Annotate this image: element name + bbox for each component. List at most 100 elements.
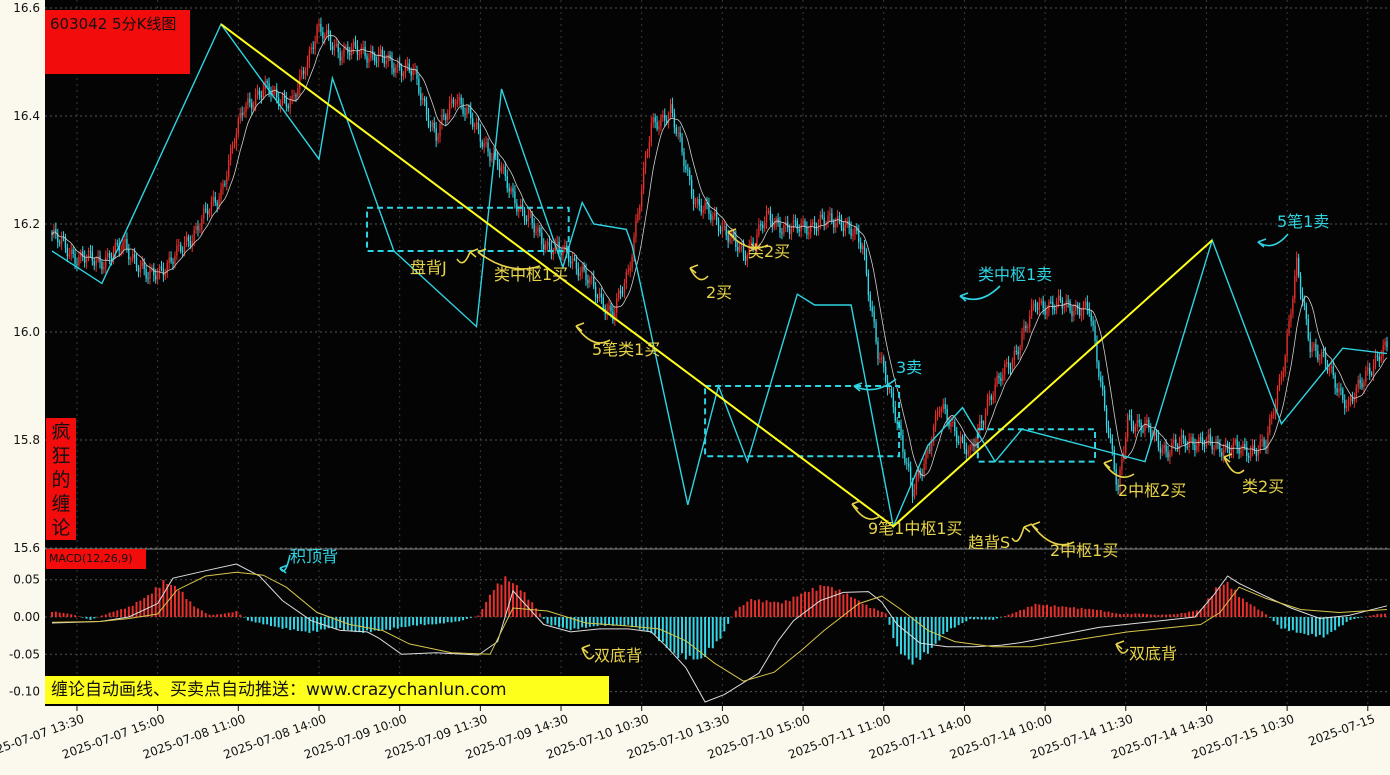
macd-bar: [504, 576, 507, 617]
macd-bar: [569, 617, 572, 631]
macd-bar: [946, 617, 949, 632]
candle-body: [975, 440, 977, 447]
candle-body: [840, 217, 843, 229]
candle-body: [1184, 438, 1186, 447]
macd-bar: [550, 617, 553, 626]
candle-body: [1138, 420, 1140, 423]
candle-body: [339, 52, 341, 61]
macd-bar: [262, 617, 265, 625]
candle-body: [82, 251, 84, 257]
candle-body: [806, 226, 808, 235]
candle-body: [74, 253, 76, 264]
candle-body: [114, 243, 117, 253]
candle-body: [948, 420, 950, 427]
candle-body: [1305, 305, 1307, 319]
candle-body: [959, 436, 962, 443]
candle-body: [402, 73, 405, 77]
macd-bar: [715, 617, 718, 642]
price-tick-label: 16.2: [13, 217, 40, 231]
candle-body: [934, 414, 937, 427]
candle-body: [1328, 367, 1331, 371]
candle-body: [936, 413, 939, 415]
candle-body: [245, 104, 247, 112]
candle-body: [1384, 341, 1386, 346]
candle-body: [502, 166, 505, 168]
candle-body: [389, 55, 391, 58]
macd-bar: [458, 617, 461, 622]
candle-body: [260, 95, 263, 98]
macd-bar: [1341, 617, 1344, 626]
candle-body: [1288, 321, 1290, 334]
candle-body: [418, 78, 420, 94]
macd-bar: [196, 608, 199, 617]
candle-body: [1248, 456, 1250, 458]
candle-body: [689, 170, 691, 180]
candle-body: [1075, 304, 1077, 311]
candle-body: [51, 232, 53, 235]
candle-body: [468, 108, 470, 110]
candle-body: [740, 245, 743, 247]
candle-body: [863, 245, 866, 255]
candle-body: [591, 276, 593, 279]
candle-body: [456, 100, 458, 104]
macd-bar: [139, 600, 142, 617]
candle-body: [176, 245, 178, 256]
candle-body: [464, 113, 466, 115]
macd-bar: [431, 617, 434, 625]
candle-body: [1157, 435, 1160, 448]
candle-body: [585, 269, 587, 280]
candle-body: [744, 256, 747, 261]
macd-bar: [600, 617, 603, 625]
macd-bar: [1019, 610, 1022, 617]
annotation-arrowhead: [1023, 523, 1033, 533]
candle-body: [871, 306, 873, 312]
candle-body: [535, 231, 537, 233]
candle-body: [748, 244, 750, 256]
candle-body: [877, 341, 879, 359]
macd-bar: [1111, 612, 1114, 617]
annotation-arrow: [851, 503, 881, 520]
macd-bar: [661, 617, 664, 642]
candle-body: [304, 72, 307, 74]
candle-body: [1249, 449, 1252, 458]
candle-body: [1380, 356, 1382, 361]
macd-bar: [189, 601, 192, 617]
candle-body: [648, 141, 651, 152]
macd-bar: [696, 617, 699, 660]
candle-body: [458, 97, 460, 101]
macd-bar: [1080, 607, 1083, 617]
candle-body: [771, 220, 773, 227]
candle-body: [696, 199, 699, 204]
macd-bar: [953, 617, 956, 628]
macd-bar: [761, 602, 764, 617]
candle-body: [143, 262, 145, 269]
candle-body: [352, 41, 355, 48]
candle-body: [435, 128, 437, 141]
candle-body: [950, 422, 952, 427]
candle-body: [306, 61, 309, 73]
candle-body: [1115, 469, 1117, 485]
candle-body: [942, 404, 944, 410]
annotation-label: 积顶背: [290, 547, 338, 566]
candle-body: [1330, 366, 1332, 368]
candle-body: [589, 278, 591, 284]
macd-bar: [1364, 616, 1367, 618]
promo-banner[interactable]: 缠论自动画线、买卖点自动推送：www.crazychanlun.com: [45, 676, 609, 704]
candle-body: [110, 258, 113, 261]
macd-bar: [1322, 617, 1325, 638]
macd-bar: [1142, 613, 1145, 617]
candle-body: [1086, 301, 1089, 309]
candle-body: [253, 105, 255, 109]
candle-body: [1088, 308, 1090, 314]
candles[interactable]: [51, 17, 1388, 504]
candle-body: [625, 272, 628, 284]
candle-body: [838, 216, 841, 218]
macd-bar: [335, 617, 338, 630]
annotation-label: 双底背: [594, 646, 642, 665]
candle-body: [214, 196, 216, 203]
candle-body: [1238, 447, 1240, 454]
candle-body: [410, 70, 412, 76]
macd-bar: [1207, 598, 1210, 617]
candle-body: [1015, 351, 1017, 353]
candle-body: [308, 49, 311, 62]
